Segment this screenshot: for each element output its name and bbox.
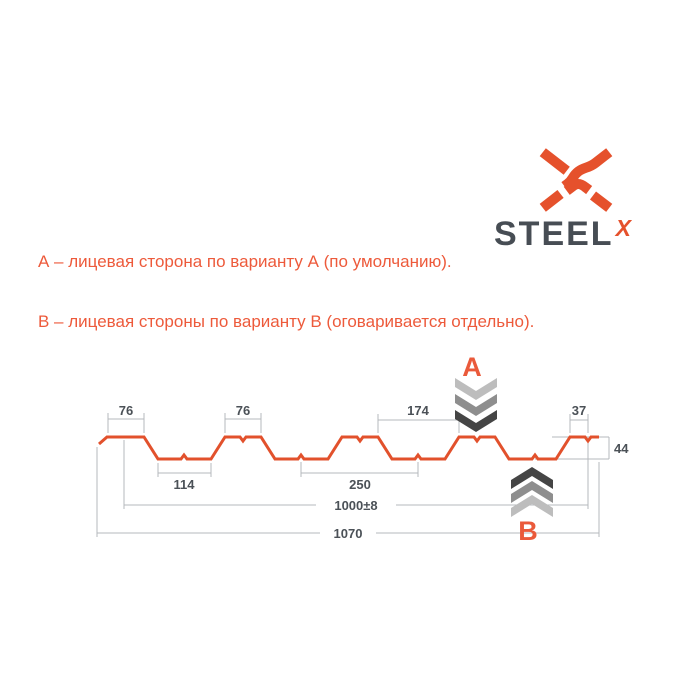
logo-brand-text: STEEL	[494, 215, 614, 253]
dim-opening: 174	[407, 403, 429, 418]
dim-flange-mid: 76	[236, 403, 250, 418]
chevron-up-icon	[511, 481, 553, 503]
chevron-up-icon	[511, 467, 553, 489]
logo-wordmark: STEELX	[488, 215, 664, 253]
steelx-logo-icon	[539, 148, 613, 212]
profile-drawing: 76 76 174 37 114 250 1000±8 1070 44 A B	[96, 352, 629, 546]
logo-arm-bottom-right	[589, 191, 613, 212]
chevron-down-icon	[455, 378, 497, 400]
variant-a-letter: A	[462, 352, 482, 382]
dimension-lines	[96, 413, 610, 537]
note-variant-a: А – лицевая сторона по варианту А (по ум…	[38, 252, 452, 271]
logo-s-ribbon-lower	[563, 178, 593, 195]
dim-overall-width: 1070	[334, 526, 363, 541]
dim-flange-left: 76	[119, 403, 133, 418]
dim-pitch: 250	[349, 477, 371, 492]
variant-b-letter: B	[518, 516, 538, 546]
variant-b-marker: B	[511, 467, 553, 546]
dim-edge-flange: 37	[572, 403, 586, 418]
logo: STEELX	[488, 146, 664, 251]
dim-working-width: 1000±8	[334, 498, 377, 513]
dim-bottom-flat: 114	[174, 477, 196, 492]
variant-a-marker: A	[455, 352, 497, 432]
logo-arm-top-left	[539, 148, 570, 175]
logo-arm-bottom-left	[539, 189, 564, 212]
chevron-down-icon	[455, 394, 497, 416]
profile-outline	[98, 435, 599, 461]
chevron-up-icon	[511, 495, 553, 517]
chevron-down-icon	[455, 410, 497, 432]
dim-height: 44	[614, 441, 629, 456]
logo-brand-sup-x: X	[615, 215, 631, 241]
logo-s-ribbon-upper	[561, 148, 613, 191]
note-variant-b: В – лицевая стороны по варианту В (огова…	[38, 312, 535, 331]
